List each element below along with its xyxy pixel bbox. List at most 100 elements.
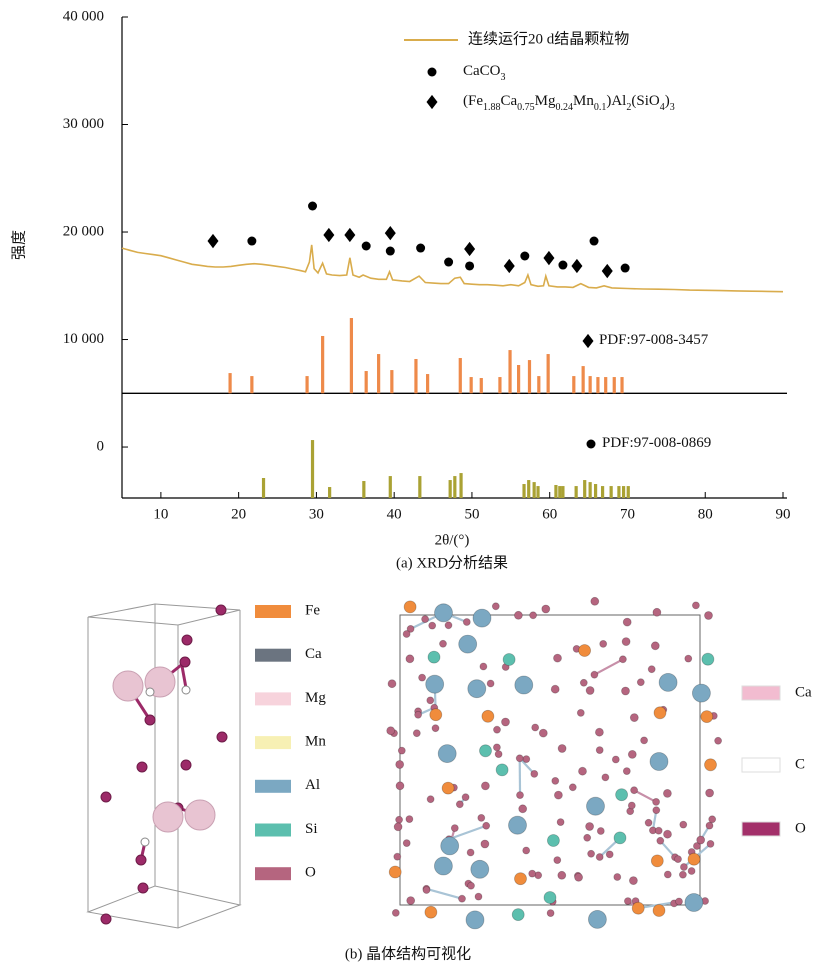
atom xyxy=(480,663,487,670)
atom xyxy=(664,830,672,838)
y-tick-label: 0 xyxy=(97,438,105,454)
xrd-trace xyxy=(122,245,783,292)
peak-marker xyxy=(571,259,582,273)
atom xyxy=(445,622,452,629)
atom xyxy=(591,597,599,605)
atom xyxy=(532,724,539,731)
atom xyxy=(648,666,655,673)
peak-marker xyxy=(207,234,218,248)
reference-stick xyxy=(547,354,550,393)
reference-stick xyxy=(365,371,368,393)
atom xyxy=(493,744,500,751)
atom xyxy=(389,866,401,878)
x-tick-label: 60 xyxy=(542,506,557,522)
atom xyxy=(517,792,524,799)
reference-stick xyxy=(589,376,592,393)
legend-label: 连续运行20 d结晶颗粒物 xyxy=(468,30,629,47)
atom xyxy=(597,828,604,835)
atom xyxy=(427,796,434,803)
atom xyxy=(415,711,422,718)
atom xyxy=(530,612,537,619)
atom xyxy=(595,728,603,736)
x-tick-label: 40 xyxy=(387,506,402,522)
reference-stick xyxy=(527,480,530,498)
atom xyxy=(586,823,594,831)
atom xyxy=(705,759,717,771)
atom xyxy=(558,871,566,879)
atom xyxy=(396,782,404,790)
atom xyxy=(631,787,638,794)
peak-marker xyxy=(602,264,613,278)
legend-label: Mn xyxy=(305,734,326,750)
figure: 40 00030 00020 00010 0000102030405060708… xyxy=(0,0,816,969)
legend-label: Fe xyxy=(305,602,320,618)
legend-swatch xyxy=(255,824,291,837)
structure-caption: (b) 晶体结构可视化 xyxy=(345,945,471,962)
atom xyxy=(492,603,499,610)
atom xyxy=(523,756,530,763)
legend-marker xyxy=(427,95,438,109)
reference-stick xyxy=(470,377,473,393)
atom xyxy=(406,816,413,823)
atom xyxy=(629,877,637,885)
atom xyxy=(688,853,700,865)
atom xyxy=(680,864,687,871)
atom xyxy=(406,655,414,663)
reference-stick xyxy=(620,377,623,393)
atom xyxy=(685,655,692,662)
bond xyxy=(594,659,623,674)
atom xyxy=(645,819,652,826)
reference-stick xyxy=(533,482,536,498)
legend-marker xyxy=(587,440,596,449)
reference-stick xyxy=(498,377,501,393)
atom xyxy=(612,756,619,763)
atom xyxy=(423,887,430,894)
legend-swatch xyxy=(742,686,780,700)
peak-marker xyxy=(362,241,371,250)
atom xyxy=(523,847,530,854)
bond xyxy=(426,889,462,899)
atom xyxy=(679,871,686,878)
atom xyxy=(542,605,550,613)
peak-marker xyxy=(465,261,474,270)
atom xyxy=(529,870,536,877)
atom xyxy=(427,697,434,704)
atom xyxy=(466,911,484,929)
atom xyxy=(602,774,609,781)
legend-label: Ca xyxy=(305,646,322,662)
atom xyxy=(413,730,420,737)
atom xyxy=(475,893,482,900)
atom xyxy=(557,819,564,826)
atom xyxy=(456,801,463,808)
peak-marker xyxy=(344,228,355,242)
atom xyxy=(697,836,705,844)
legend-swatch xyxy=(742,822,780,836)
atom xyxy=(515,873,527,885)
reference-stick xyxy=(589,482,592,498)
atom xyxy=(709,816,716,823)
x-tick-label: 20 xyxy=(231,506,246,522)
atom xyxy=(438,745,456,763)
legend-label: Ca xyxy=(795,684,812,700)
peak-marker xyxy=(444,258,453,267)
atom xyxy=(471,860,489,878)
atom xyxy=(655,827,662,834)
atom xyxy=(394,853,401,860)
peak-marker xyxy=(416,244,425,253)
atom xyxy=(659,673,677,691)
crystal-image xyxy=(387,597,722,929)
atom xyxy=(651,855,663,867)
atom xyxy=(692,602,699,609)
atom xyxy=(430,709,442,721)
legend-swatch xyxy=(255,780,291,793)
reference-stick xyxy=(558,486,561,498)
y-tick-label: 40 000 xyxy=(63,8,104,24)
atom xyxy=(392,909,399,916)
atom xyxy=(702,653,714,665)
atom xyxy=(509,816,527,834)
reference-stick xyxy=(622,486,625,498)
atom xyxy=(440,640,447,647)
atom xyxy=(512,909,524,921)
x-tick-label: 50 xyxy=(464,506,479,522)
